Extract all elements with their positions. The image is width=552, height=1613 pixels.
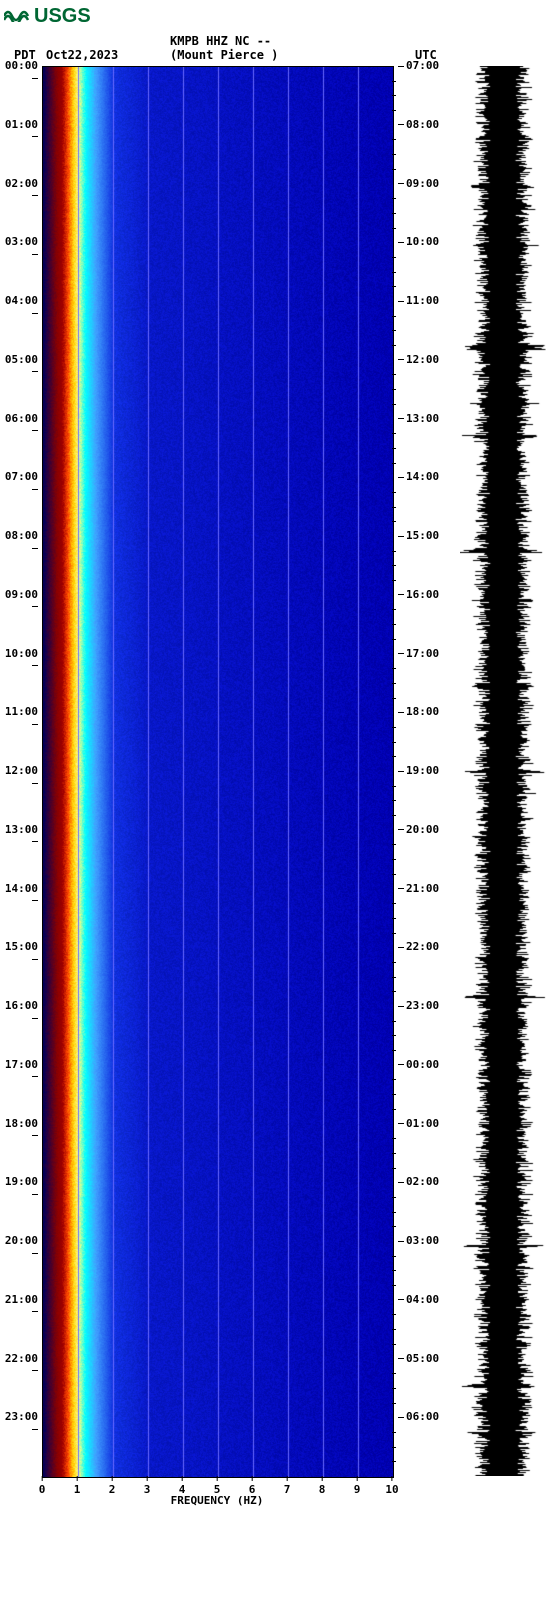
station-code: KMPB HHZ NC --	[170, 34, 271, 48]
time-tick: 06:00	[0, 413, 38, 425]
time-tick: 02:00	[398, 1176, 439, 1188]
time-tick: 17:00	[0, 1059, 38, 1071]
time-tick: 18:00	[0, 1118, 38, 1130]
time-tick: 13:00	[398, 413, 439, 425]
time-tick: 15:00	[0, 941, 38, 953]
freq-tick: 6	[249, 1476, 256, 1496]
time-tick: 08:00	[398, 119, 439, 131]
time-tick: 18:00	[398, 706, 439, 718]
logo-text: USGS	[34, 5, 91, 28]
time-tick: 16:00	[0, 1000, 38, 1012]
station-name: (Mount Pierce )	[170, 48, 278, 62]
time-tick: 02:00	[0, 178, 38, 190]
time-tick: 17:00	[398, 648, 439, 660]
time-tick: 00:00	[0, 60, 38, 72]
plot-header: KMPB HHZ NC -- PDT Oct22,2023 (Mount Pie…	[0, 34, 552, 66]
time-tick: 14:00	[0, 883, 38, 895]
time-tick: 07:00	[398, 60, 439, 72]
time-tick: 11:00	[398, 295, 439, 307]
time-tick: 11:00	[0, 706, 38, 718]
freq-tick: 8	[319, 1476, 326, 1496]
usgs-logo: USGS	[0, 0, 552, 28]
time-tick: 12:00	[0, 765, 38, 777]
time-tick: 12:00	[398, 354, 439, 366]
plot-area: 00:00 01:00 02:00 03:00 04:00 05:00 06:00 07:00…	[0, 66, 552, 1526]
time-tick: 03:00	[398, 1235, 439, 1247]
time-tick: 09:00	[398, 178, 439, 190]
time-tick: 16:00	[398, 589, 439, 601]
freq-tick: 7	[284, 1476, 291, 1496]
time-tick: 05:00	[398, 1353, 439, 1365]
spectrogram-canvas	[42, 66, 394, 1478]
freq-tick: 1	[74, 1476, 81, 1496]
time-tick: 19:00	[398, 765, 439, 777]
freq-tick: 0	[39, 1476, 46, 1496]
freq-tick: 9	[354, 1476, 361, 1496]
time-tick: 20:00	[0, 1235, 38, 1247]
time-tick: 20:00	[398, 824, 439, 836]
time-tick: 15:00	[398, 530, 439, 542]
freq-tick: 2	[109, 1476, 116, 1496]
freq-tick: 10	[385, 1476, 398, 1496]
freq-tick: 5	[214, 1476, 221, 1496]
time-tick: 04:00	[398, 1294, 439, 1306]
time-tick: 21:00	[0, 1294, 38, 1306]
date-label: Oct22,2023	[46, 48, 118, 62]
time-tick: 01:00	[398, 1118, 439, 1130]
freq-axis-label: FREQUENCY (HZ)	[171, 1494, 264, 1507]
time-tick: 10:00	[0, 648, 38, 660]
right-time-axis: 07:0008:0009:0010:0011:0012:0013:0014:00…	[398, 66, 458, 1476]
left-time-axis: 00:0001:0002:0003:0004:0005:0006:0007:00…	[0, 66, 40, 1476]
time-tick: 00:00	[398, 1059, 439, 1071]
time-tick: 07:00	[0, 471, 38, 483]
time-tick: 05:00	[0, 354, 38, 366]
time-tick: 10:00	[398, 236, 439, 248]
wave-icon	[4, 4, 30, 28]
time-tick: 23:00	[0, 1411, 38, 1423]
time-tick: 23:00	[398, 1000, 439, 1012]
freq-tick: 3	[144, 1476, 151, 1496]
time-tick: 13:00	[0, 824, 38, 836]
time-tick: 01:00	[0, 119, 38, 131]
time-tick: 08:00	[0, 530, 38, 542]
waveform-canvas	[460, 66, 546, 1476]
time-tick: 21:00	[398, 883, 439, 895]
time-tick: 09:00	[0, 589, 38, 601]
time-tick: 06:00	[398, 1411, 439, 1423]
time-tick: 03:00	[0, 236, 38, 248]
time-tick: 22:00	[398, 941, 439, 953]
time-tick: 22:00	[0, 1353, 38, 1365]
time-tick: 14:00	[398, 471, 439, 483]
time-tick: 19:00	[0, 1176, 38, 1188]
time-tick: 04:00	[0, 295, 38, 307]
freq-tick: 4	[179, 1476, 186, 1496]
